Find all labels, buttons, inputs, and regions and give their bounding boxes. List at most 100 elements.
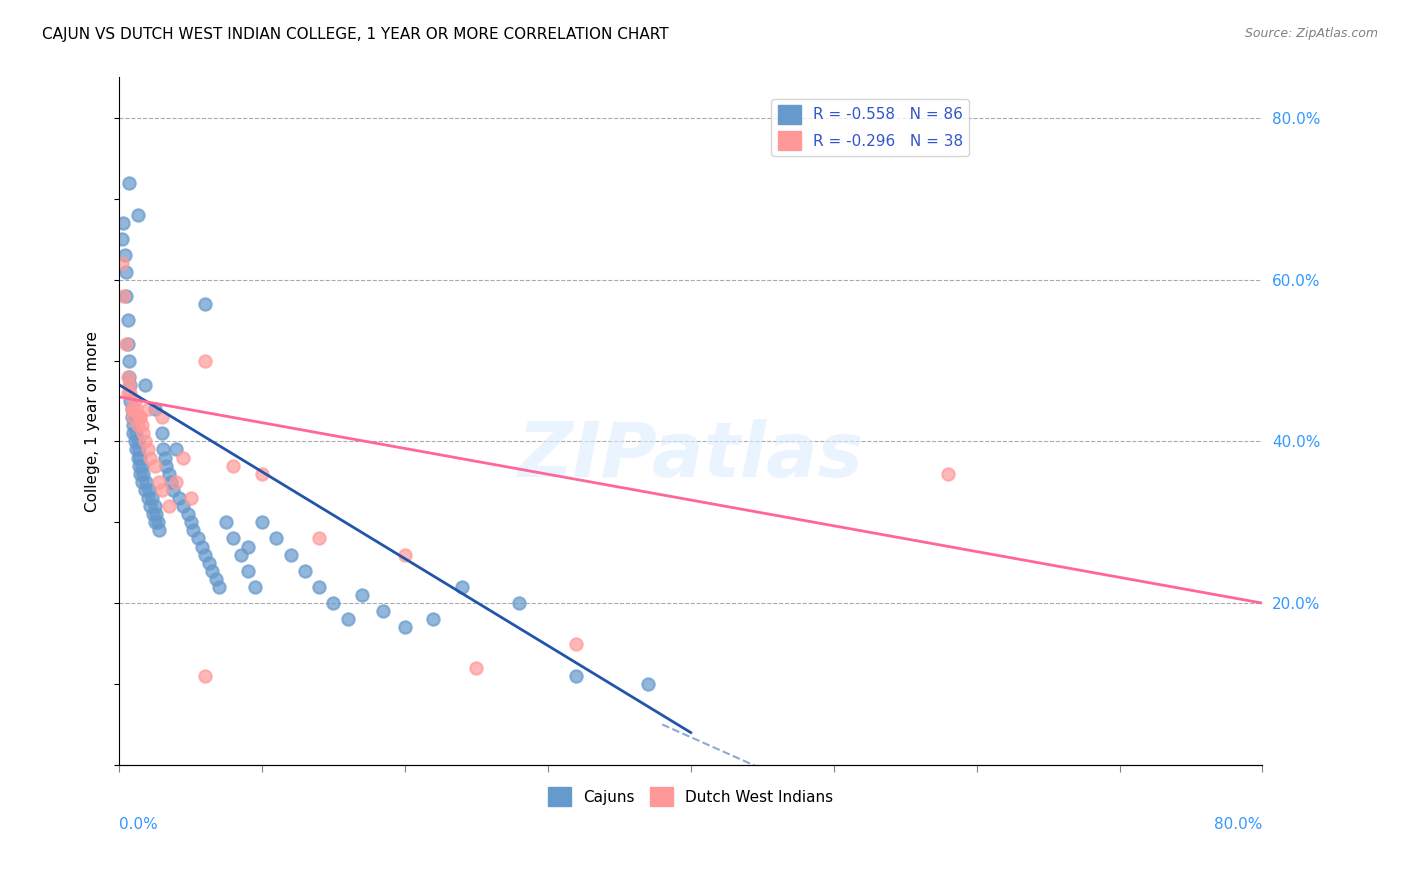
Point	[150, 410, 173, 425]
Point	[172, 499, 194, 513]
Point	[264, 532, 287, 546]
Point	[138, 483, 160, 497]
Point	[201, 564, 224, 578]
Point	[153, 450, 176, 465]
Point	[141, 491, 163, 505]
Point	[162, 483, 184, 497]
Point	[111, 256, 134, 270]
Point	[222, 458, 245, 473]
Point	[143, 499, 166, 513]
Point	[122, 426, 145, 441]
Text: ZIPatlas: ZIPatlas	[517, 418, 863, 492]
Point	[134, 434, 156, 449]
Point	[129, 410, 152, 425]
Point	[167, 491, 190, 505]
Point	[129, 467, 152, 481]
Point	[150, 426, 173, 441]
Point	[208, 580, 231, 594]
Point	[131, 418, 153, 433]
Point	[125, 402, 148, 417]
Point	[394, 548, 416, 562]
Point	[134, 483, 156, 497]
Point	[222, 532, 245, 546]
Text: 0.0%: 0.0%	[120, 817, 157, 832]
Point	[129, 410, 152, 425]
Point	[565, 669, 588, 683]
Point	[139, 450, 162, 465]
Point	[118, 377, 141, 392]
Point	[294, 564, 316, 578]
Point	[115, 337, 138, 351]
Point	[205, 572, 228, 586]
Point	[465, 661, 488, 675]
Point	[308, 580, 330, 594]
Point	[111, 232, 134, 246]
Point	[148, 524, 170, 538]
Point	[134, 377, 156, 392]
Point	[142, 507, 165, 521]
Point	[250, 515, 273, 529]
Point	[120, 385, 142, 400]
Point	[131, 475, 153, 489]
Point	[127, 434, 149, 449]
Point	[565, 636, 588, 650]
Point	[117, 369, 139, 384]
Point	[194, 548, 217, 562]
Point	[128, 442, 150, 457]
Point	[152, 442, 174, 457]
Point	[373, 604, 395, 618]
Point	[143, 515, 166, 529]
Point	[121, 402, 143, 417]
Point	[118, 369, 141, 384]
Point	[176, 507, 198, 521]
Point	[127, 418, 149, 433]
Point	[124, 393, 146, 408]
Point	[127, 208, 149, 222]
Point	[135, 475, 157, 489]
Point	[124, 410, 146, 425]
Point	[172, 450, 194, 465]
Point	[120, 393, 142, 408]
Point	[117, 313, 139, 327]
Point	[229, 548, 252, 562]
Point	[122, 402, 145, 417]
Point	[148, 475, 170, 489]
Point	[122, 410, 145, 425]
Point	[150, 483, 173, 497]
Point	[145, 507, 167, 521]
Point	[236, 564, 259, 578]
Point	[194, 669, 217, 683]
Text: 80.0%: 80.0%	[1215, 817, 1263, 832]
Point	[120, 377, 142, 392]
Point	[131, 458, 153, 473]
Point	[125, 442, 148, 457]
Point	[336, 612, 359, 626]
Point	[508, 596, 530, 610]
Point	[129, 450, 152, 465]
Point	[121, 410, 143, 425]
Point	[180, 515, 202, 529]
Point	[165, 442, 187, 457]
Point	[118, 353, 141, 368]
Point	[183, 524, 205, 538]
Point	[250, 467, 273, 481]
Point	[118, 176, 141, 190]
Point	[236, 540, 259, 554]
Point	[136, 402, 159, 417]
Point	[394, 620, 416, 634]
Point	[122, 418, 145, 433]
Point	[143, 402, 166, 417]
Point	[187, 532, 209, 546]
Point	[180, 491, 202, 505]
Text: CAJUN VS DUTCH WEST INDIAN COLLEGE, 1 YEAR OR MORE CORRELATION CHART: CAJUN VS DUTCH WEST INDIAN COLLEGE, 1 YE…	[42, 27, 669, 42]
Point	[132, 426, 155, 441]
Point	[159, 475, 181, 489]
Point	[157, 499, 180, 513]
Point	[165, 475, 187, 489]
Point	[308, 532, 330, 546]
Point	[114, 248, 136, 262]
Point	[124, 434, 146, 449]
Point	[157, 467, 180, 481]
Point	[191, 540, 214, 554]
Point	[115, 264, 138, 278]
